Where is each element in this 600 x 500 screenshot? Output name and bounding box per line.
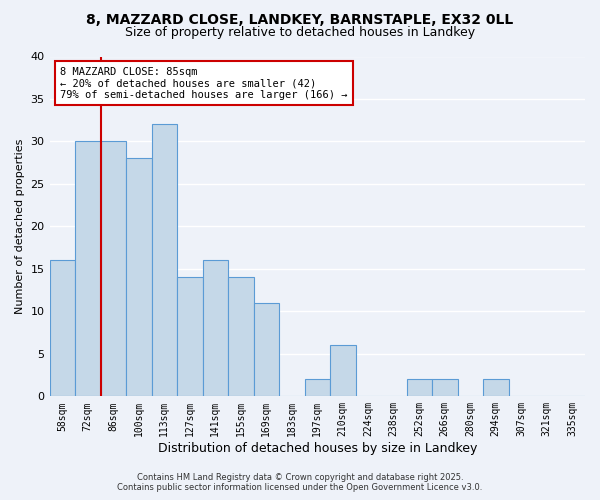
Bar — [483, 380, 509, 396]
Bar — [152, 124, 177, 396]
Bar — [203, 260, 228, 396]
X-axis label: Distribution of detached houses by size in Landkey: Distribution of detached houses by size … — [158, 442, 477, 455]
Text: Size of property relative to detached houses in Landkey: Size of property relative to detached ho… — [125, 26, 475, 39]
Bar — [330, 346, 356, 397]
Bar — [177, 278, 203, 396]
Bar — [101, 142, 126, 396]
Bar — [228, 278, 254, 396]
Text: 8 MAZZARD CLOSE: 85sqm
← 20% of detached houses are smaller (42)
79% of semi-det: 8 MAZZARD CLOSE: 85sqm ← 20% of detached… — [60, 66, 348, 100]
Text: Contains HM Land Registry data © Crown copyright and database right 2025.
Contai: Contains HM Land Registry data © Crown c… — [118, 473, 482, 492]
Bar — [432, 380, 458, 396]
Text: 8, MAZZARD CLOSE, LANDKEY, BARNSTAPLE, EX32 0LL: 8, MAZZARD CLOSE, LANDKEY, BARNSTAPLE, E… — [86, 12, 514, 26]
Bar — [254, 303, 279, 396]
Y-axis label: Number of detached properties: Number of detached properties — [15, 138, 25, 314]
Bar — [50, 260, 75, 396]
Bar — [305, 380, 330, 396]
Bar — [126, 158, 152, 396]
Bar — [75, 142, 101, 396]
Bar — [407, 380, 432, 396]
